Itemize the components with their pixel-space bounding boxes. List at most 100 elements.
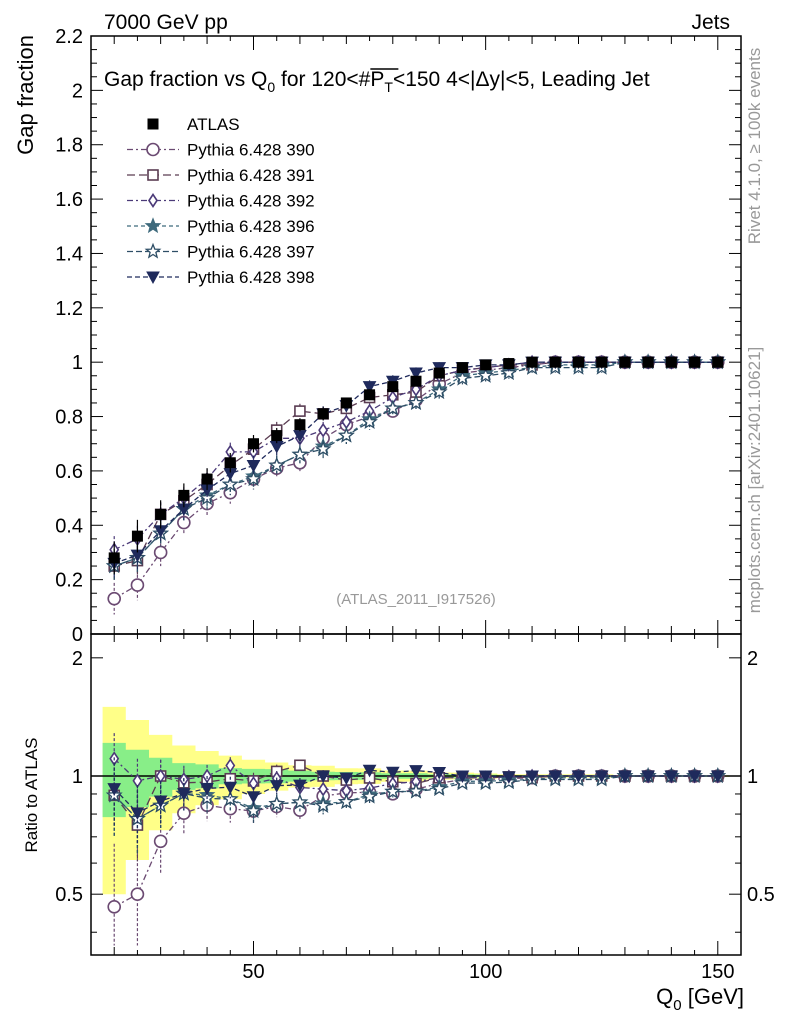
series-line-0 [113, 361, 718, 600]
atlas-point [364, 389, 376, 401]
ratio-point [177, 806, 191, 821]
title-part-a: Gap fraction vs Q [104, 68, 267, 91]
plot-title: Gap fraction vs Q0 for 120<#PT<150 4<|Δy… [104, 68, 650, 95]
x-axis-ticks: 50 100 150 [113, 36, 742, 983]
legend-entry-5: Pythia 6.428 397 [127, 243, 315, 262]
ratio-point [221, 790, 239, 807]
ratio-point [153, 795, 168, 809]
ratio-point [362, 764, 377, 778]
atlas-point [712, 356, 724, 368]
mcplots-label: mcplots.cern.ch [arXiv:2401.10621] [745, 347, 764, 613]
ratio-point [594, 770, 609, 784]
atlas-point [480, 359, 492, 371]
atlas-point [596, 356, 608, 368]
ratio-point [107, 900, 122, 914]
legend-label: Pythia 6.428 396 [187, 217, 315, 236]
series-point [198, 489, 216, 506]
atlas-point [410, 375, 422, 387]
x-label-unit: [GeV] [682, 984, 744, 1009]
legend-marker [148, 193, 158, 208]
ratio-series-5 [107, 757, 725, 846]
series-2 [109, 354, 723, 564]
series-point [107, 591, 122, 606]
ratio-point [130, 807, 145, 820]
series-line-3 [113, 361, 718, 567]
ratio-point [314, 796, 332, 813]
y-axis-label: Gap fraction [13, 35, 38, 155]
analysis-tag: (ATLAS_2011_I917526) [336, 591, 496, 608]
legend-entry-4: Pythia 6.428 396 [127, 217, 315, 236]
ratio-point [548, 770, 563, 784]
ratio-tick-label: 2 [72, 648, 83, 670]
title-pt-symbol: P [370, 68, 384, 91]
collision-energy-label: 7000 GeV pp [104, 11, 228, 34]
x-label-sub: 0 [673, 997, 681, 1014]
series-line-4 [113, 361, 718, 567]
title-pt-sub: T [384, 79, 393, 95]
x-tick-label: 100 [469, 961, 502, 983]
atlas-point [317, 408, 329, 420]
atlas-point [456, 362, 468, 374]
legend-marker [147, 169, 159, 181]
ratio-point [293, 779, 307, 793]
y-tick-label: 1.8 [55, 135, 83, 157]
series-point [500, 364, 518, 381]
ratio-tick-label-right: 2 [747, 648, 758, 670]
ratio-uncertainty-band [102, 706, 730, 895]
ratio-tick-label: 1 [72, 766, 83, 788]
process-label: Jets [691, 11, 730, 34]
series-point [407, 394, 425, 411]
legend-marker [146, 271, 160, 285]
ratio-series-group [105, 733, 727, 946]
ratio-tick-label: 0.5 [55, 884, 83, 906]
ratio-point [291, 793, 309, 810]
series-point [338, 426, 355, 443]
ratio-point [687, 770, 702, 784]
series-point [246, 459, 261, 473]
atlas-point [178, 489, 190, 501]
ratio-point [478, 770, 493, 784]
y-tick-label: 0.6 [55, 461, 83, 483]
atlas-point [573, 356, 584, 368]
y-tick-label: 1.2 [55, 298, 83, 320]
ratio-point [338, 793, 355, 810]
series-point [384, 399, 402, 416]
ratio-point [268, 795, 286, 811]
atlas-point [294, 419, 306, 431]
legend: ATLAS Pythia 6.428 390 Pythia 6.428 391 Pyt… [127, 115, 315, 287]
atlas-data [108, 356, 724, 575]
series-point [268, 456, 286, 473]
atlas-point [340, 397, 352, 409]
series-point [294, 405, 306, 417]
series-point [409, 367, 423, 381]
main-series-group [105, 353, 727, 615]
series-point [430, 383, 448, 400]
ratio-point [225, 758, 236, 773]
title-part-c: <150 4<|Δy|<5, Leading Jet [393, 68, 650, 91]
atlas-point [549, 356, 561, 368]
main-panel: 0 0.2 0.4 0.6 0.8 1 1.2 1.4 1.6 1.8 2 2.2 ATLAS Pythi… [55, 26, 742, 646]
y-axis-ticks: 0 0.2 0.4 0.6 0.8 1 1.2 1.4 1.6 1.8 2 2.2 [55, 26, 741, 646]
atlas-point [689, 356, 701, 368]
legend-entry-1: Pythia 6.428 390 [127, 141, 315, 160]
series-point [318, 422, 329, 438]
ratio-point [430, 780, 448, 797]
legend-entry-6: Pythia 6.428 398 [127, 268, 315, 287]
ratio-point [153, 834, 168, 849]
atlas-point [387, 381, 399, 393]
atlas-point [248, 438, 259, 450]
x-axis-label: Q0 [GeV] [656, 984, 744, 1014]
atlas-point [619, 356, 631, 368]
legend-marker [146, 142, 160, 157]
ratio-point [432, 766, 447, 780]
legend-entry-3: Pythia 6.428 392 [127, 192, 315, 211]
y-tick-label: 0.4 [55, 515, 83, 537]
ratio-tick-label-right: 0.5 [747, 884, 775, 906]
ratio-band-outer [102, 706, 730, 895]
atlas-point [642, 356, 654, 368]
ratio-point [177, 788, 191, 801]
ratio-point [409, 765, 423, 778]
ratio-point [361, 787, 378, 804]
y-tick-label: 0 [72, 624, 83, 646]
legend-entry-0: ATLAS [147, 115, 240, 134]
